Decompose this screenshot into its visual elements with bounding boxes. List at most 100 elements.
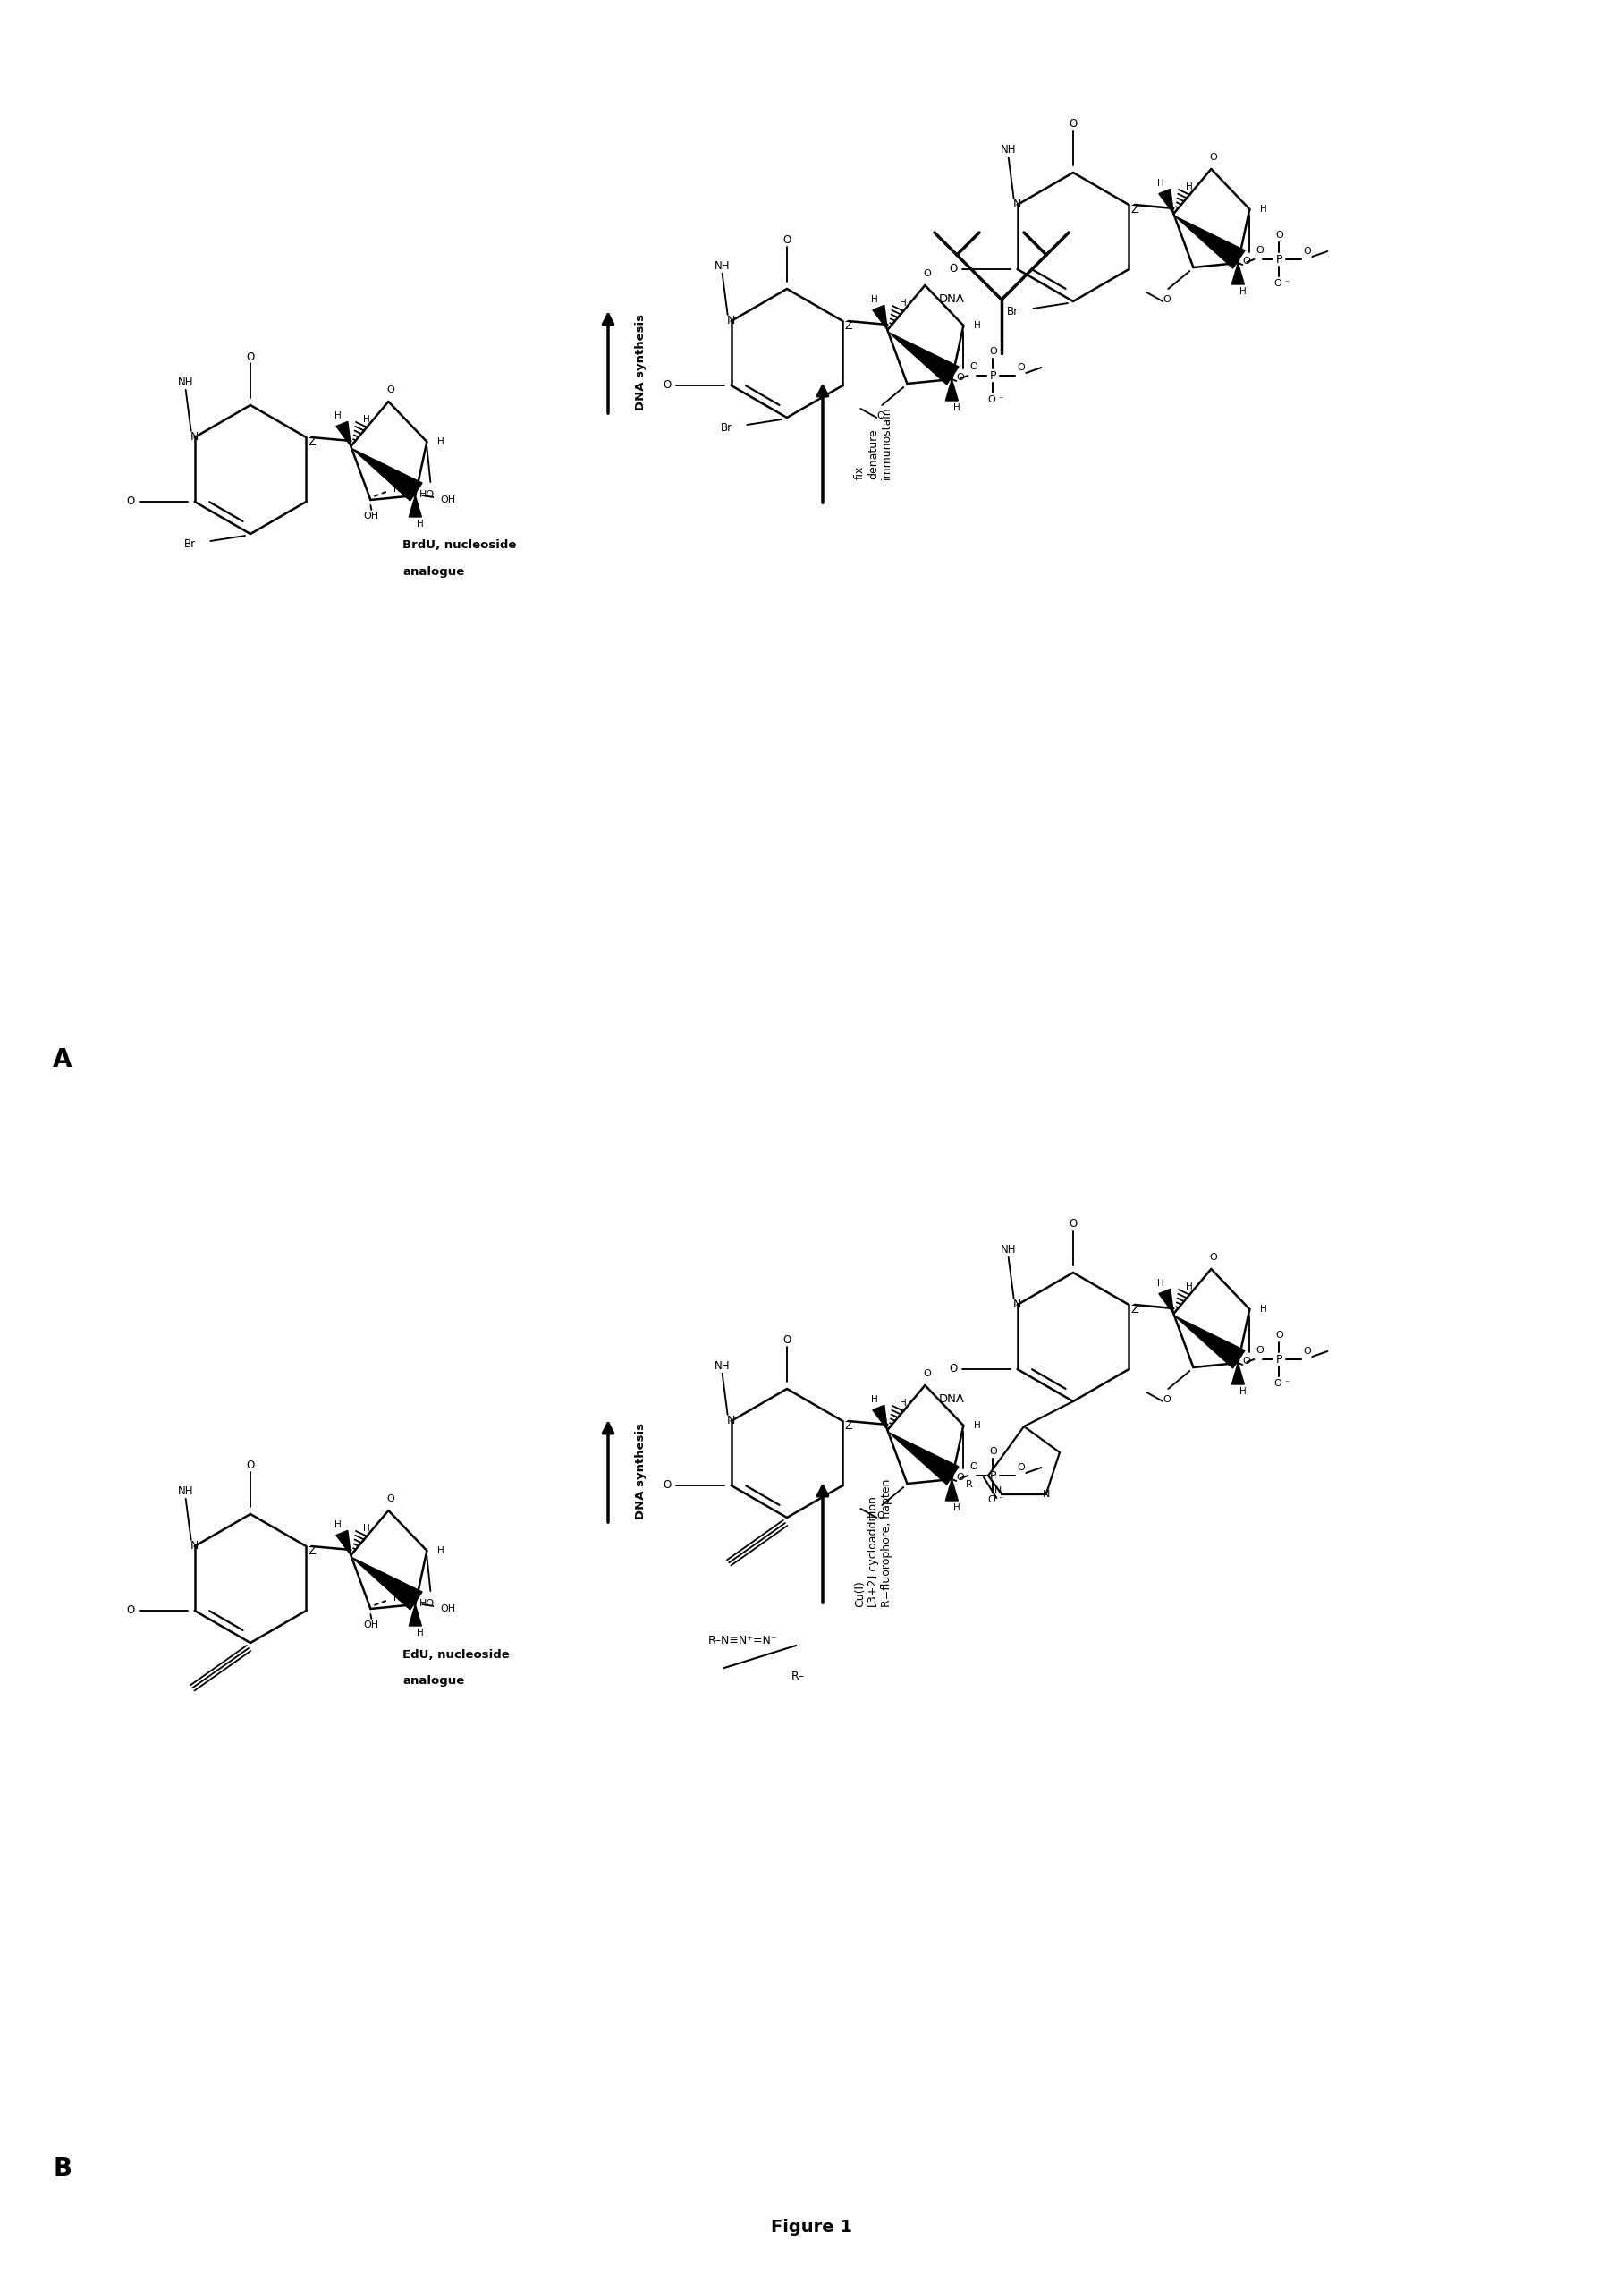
Text: H: H [335, 412, 341, 421]
Text: H: H [953, 403, 961, 412]
Text: Z: Z [1130, 1304, 1138, 1316]
Text: NH: NH [179, 1486, 193, 1498]
Text: NH: NH [1000, 143, 1017, 155]
Text: R–: R– [966, 1479, 978, 1489]
Text: DNA: DNA [939, 1393, 965, 1404]
Polygon shape [1231, 1363, 1244, 1384]
Text: O: O [989, 1448, 997, 1457]
Text: P: P [1276, 1354, 1283, 1366]
Text: DNA synthesis: DNA synthesis [635, 314, 646, 410]
Polygon shape [1160, 1288, 1174, 1313]
Text: O: O [1163, 296, 1171, 305]
Text: P: P [1276, 253, 1283, 266]
Text: H: H [438, 437, 445, 446]
Polygon shape [409, 496, 422, 517]
Text: ⁻: ⁻ [999, 1495, 1004, 1504]
Text: O: O [1255, 1345, 1263, 1354]
Text: Br: Br [184, 539, 195, 551]
Text: H: H [953, 1504, 961, 1511]
Text: O: O [987, 396, 996, 405]
Text: HO: HO [419, 1600, 435, 1607]
Text: H: H [900, 298, 906, 307]
Text: O: O [783, 1334, 791, 1347]
Text: Z: Z [307, 437, 315, 448]
Text: analogue: analogue [403, 1675, 464, 1687]
Text: Z: Z [844, 319, 853, 332]
Text: O: O [1302, 246, 1311, 255]
Text: O: O [387, 385, 395, 394]
Text: H: H [1186, 1281, 1194, 1290]
Text: DNA synthesis: DNA synthesis [635, 1422, 646, 1520]
Text: O: O [1242, 257, 1250, 266]
Text: H: H [335, 1520, 341, 1529]
Text: Z: Z [844, 1420, 853, 1432]
Polygon shape [352, 448, 422, 501]
Text: H: H [974, 321, 981, 330]
Text: ⁻: ⁻ [999, 396, 1004, 405]
Text: O: O [127, 1605, 135, 1616]
Text: N: N [190, 1541, 198, 1552]
Text: OH: OH [364, 1621, 378, 1630]
Text: H: H [393, 1593, 401, 1602]
Text: EdU, nucleoside: EdU, nucleoside [403, 1648, 510, 1659]
Text: O: O [948, 264, 957, 275]
Polygon shape [890, 1432, 958, 1484]
Text: R–: R– [791, 1671, 806, 1682]
Text: Br: Br [1007, 307, 1018, 319]
Text: O: O [1069, 118, 1077, 130]
Text: N: N [1013, 198, 1021, 212]
Polygon shape [1231, 264, 1244, 284]
Text: HO: HO [419, 489, 435, 498]
Text: O: O [1208, 152, 1216, 162]
Polygon shape [336, 421, 351, 446]
Text: BrdU, nucleoside: BrdU, nucleoside [403, 539, 516, 551]
Text: N: N [190, 432, 198, 444]
Text: N: N [994, 1486, 1002, 1495]
Text: H: H [364, 414, 370, 423]
Polygon shape [890, 332, 958, 385]
Text: H: H [393, 485, 401, 494]
Text: fix
denature
immunostain: fix denature immunostain [854, 405, 893, 480]
Text: P: P [989, 369, 996, 382]
Text: Br: Br [721, 423, 732, 435]
Polygon shape [945, 1479, 958, 1500]
Text: P: P [989, 1470, 996, 1482]
Text: O: O [1255, 246, 1263, 255]
Text: O: O [987, 1495, 996, 1504]
Polygon shape [945, 380, 958, 401]
Text: O: O [1163, 1395, 1171, 1404]
Text: H: H [1158, 1279, 1164, 1288]
Text: OH: OH [440, 1605, 456, 1614]
Text: H: H [1239, 287, 1247, 296]
Text: O: O [989, 346, 997, 355]
Text: H: H [364, 1525, 370, 1532]
Text: NH: NH [715, 1361, 731, 1372]
Text: O: O [387, 1495, 395, 1504]
Text: NH: NH [1000, 1245, 1017, 1256]
Text: O: O [970, 362, 978, 371]
Text: H: H [1260, 1304, 1267, 1313]
Polygon shape [1176, 216, 1246, 269]
Text: ⁻: ⁻ [1285, 1379, 1289, 1388]
Text: O: O [877, 1511, 883, 1520]
Text: O: O [663, 380, 671, 391]
Text: H: H [1186, 182, 1194, 191]
Text: ⁻: ⁻ [1285, 280, 1289, 289]
Text: O: O [957, 373, 963, 382]
Text: O: O [1275, 230, 1283, 239]
Text: H: H [417, 1630, 424, 1636]
Text: O: O [957, 1473, 963, 1482]
Text: O: O [922, 269, 931, 278]
Text: Cu(l)
[3+2] cycloaddition
R=fluorophore, hapten: Cu(l) [3+2] cycloaddition R=fluorophore,… [854, 1479, 893, 1607]
Text: Figure 1: Figure 1 [771, 2219, 853, 2235]
Text: O: O [1017, 364, 1025, 371]
Text: NH: NH [179, 378, 193, 389]
Text: O: O [948, 1363, 957, 1375]
Text: DNA: DNA [939, 294, 965, 305]
Text: O: O [1242, 1356, 1250, 1366]
Text: R–N≡N⁺=N⁻: R–N≡N⁺=N⁻ [708, 1634, 776, 1648]
Text: O: O [663, 1479, 671, 1491]
Polygon shape [872, 1404, 887, 1429]
Text: N: N [1043, 1491, 1049, 1500]
Text: O: O [1275, 1331, 1283, 1341]
